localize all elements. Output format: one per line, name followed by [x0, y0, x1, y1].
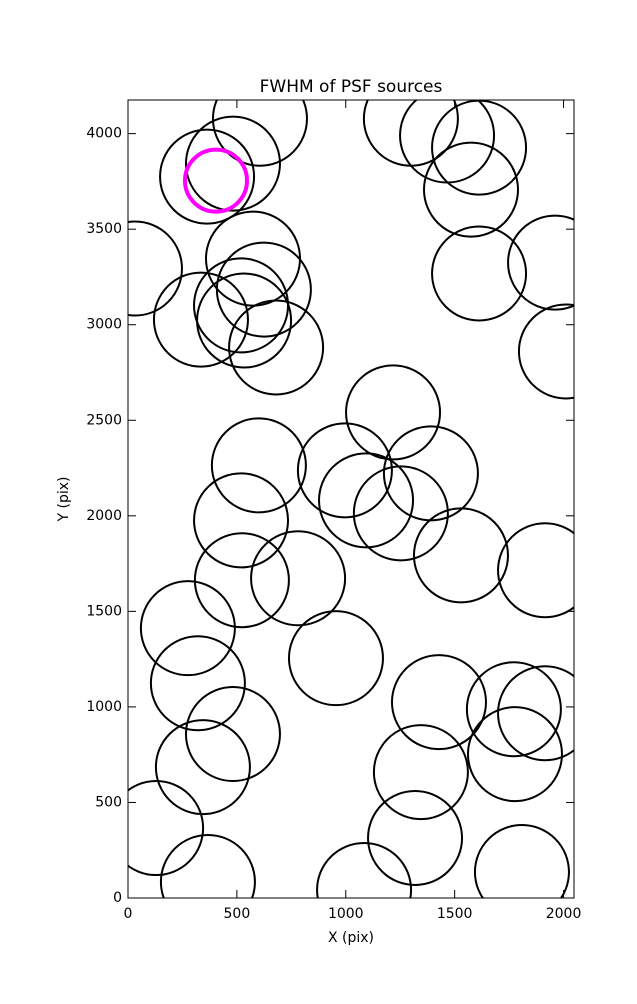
y-tick-label: 4000 [86, 126, 122, 142]
source-circle [412, 507, 509, 604]
x-tick-label: 0 [124, 906, 133, 922]
source-circle [497, 665, 574, 762]
y-tick-label: 3000 [86, 317, 122, 333]
source-circle [128, 220, 183, 317]
source-circle [431, 225, 528, 322]
source-circle [210, 417, 307, 514]
x-tick-label: 1500 [437, 906, 473, 922]
source-circle [149, 635, 246, 732]
source-circle [507, 214, 574, 311]
source-circle [159, 128, 256, 225]
source-circle [422, 141, 519, 238]
source-circle [184, 686, 281, 783]
source-circle [128, 780, 205, 877]
source-circle [517, 303, 574, 400]
y-tick-label: 0 [113, 890, 122, 906]
source-circle [431, 100, 528, 196]
x-tick-label: 2000 [546, 906, 582, 922]
y-tick-label: 1000 [86, 699, 122, 715]
source-circle [184, 115, 281, 212]
source-circle [345, 364, 442, 461]
y-tick-label: 1500 [86, 603, 122, 619]
source-circle [390, 654, 487, 751]
y-tick-label: 2000 [86, 508, 122, 524]
source-circle [159, 833, 256, 898]
source-circle [211, 100, 308, 167]
plot-frame [127, 99, 575, 899]
source-circle [193, 472, 290, 569]
source-circle [193, 532, 290, 629]
y-tick-label: 3500 [86, 221, 122, 237]
source-circle [296, 422, 393, 519]
source-circle [352, 465, 449, 562]
source-circle [139, 580, 236, 677]
source-circle [465, 661, 562, 758]
source-circle [473, 824, 570, 898]
source-circle [196, 272, 293, 369]
source-circle [182, 147, 249, 214]
x-tick-label: 500 [224, 906, 251, 922]
x-tick-label: 1000 [328, 906, 364, 922]
source-circle [372, 724, 469, 821]
source-circle [316, 841, 413, 898]
source-circle [154, 719, 251, 816]
chart-title: FWHM of PSF sources [260, 77, 443, 97]
source-circle [318, 452, 415, 549]
y-axis-label: Y (pix) [56, 477, 72, 523]
y-tick-label: 500 [95, 794, 122, 810]
source-circle [367, 789, 464, 886]
y-tick-label: 2500 [86, 412, 122, 428]
x-axis-label: X (pix) [328, 930, 374, 946]
plot-area [128, 100, 574, 898]
source-circle [250, 530, 347, 627]
source-circle [287, 610, 384, 707]
source-circle [466, 706, 563, 803]
source-circle [228, 299, 325, 396]
source-circle [497, 522, 574, 619]
source-circle [215, 241, 312, 338]
source-circle [152, 271, 249, 368]
